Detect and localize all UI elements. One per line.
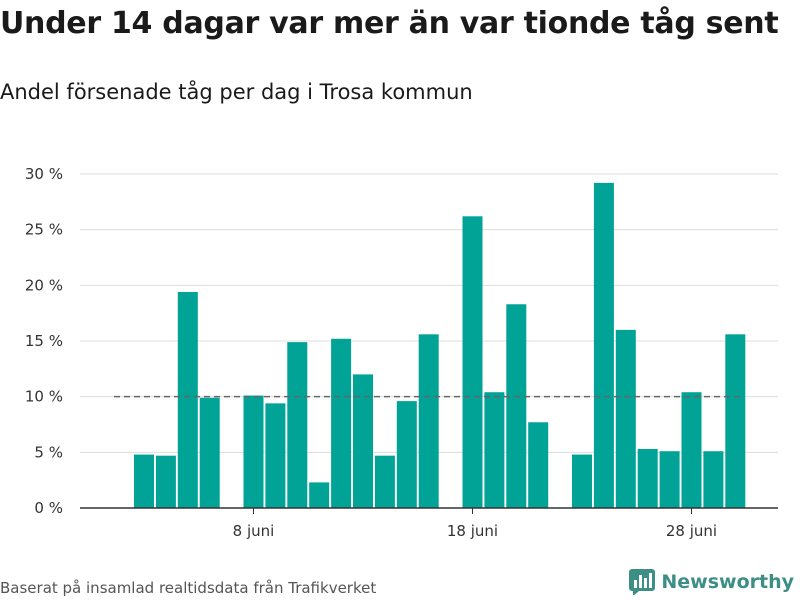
source-note: Baserat på insamlad realtidsdata från Tr… bbox=[0, 579, 377, 597]
x-tick-label: 18 juni bbox=[447, 522, 498, 540]
y-tick-label: 0 % bbox=[34, 499, 63, 517]
bar bbox=[287, 342, 308, 508]
bar bbox=[593, 182, 614, 508]
bar bbox=[659, 451, 680, 508]
y-axis-ticks: 0 % 5 % 10 % 15 % 20 % 25 % 30 % bbox=[25, 165, 63, 517]
bar bbox=[462, 216, 483, 508]
bar bbox=[155, 455, 176, 508]
bar bbox=[331, 338, 352, 508]
bar bbox=[572, 454, 592, 508]
bar bbox=[353, 374, 373, 508]
bar bbox=[177, 292, 198, 508]
x-tick-label: 8 juni bbox=[233, 522, 275, 540]
bar bbox=[703, 451, 724, 508]
bar bbox=[637, 448, 658, 508]
y-tick-label: 5 % bbox=[34, 443, 63, 461]
bar bbox=[725, 334, 746, 508]
bar bbox=[418, 334, 439, 508]
bar bbox=[134, 454, 154, 508]
bar bbox=[265, 403, 286, 508]
x-axis-ticks: 8 juni 18 juni 28 juni bbox=[233, 508, 717, 540]
bar bbox=[681, 392, 702, 508]
bar bbox=[309, 482, 330, 508]
chart-title: Under 14 dagar var mer än var tionde tåg… bbox=[0, 6, 779, 41]
bar-chart-logo-icon bbox=[629, 569, 656, 595]
bar bbox=[396, 401, 417, 508]
bar bbox=[506, 304, 527, 508]
bar bbox=[528, 422, 549, 508]
brand-logo: Newsworthy bbox=[629, 569, 794, 595]
bar-chart: 0 % 5 % 10 % 15 % 20 % 25 % 30 % 8 juni 18 juni… bbox=[25, 165, 778, 540]
y-tick-label: 20 % bbox=[25, 276, 63, 294]
bar bbox=[374, 455, 395, 508]
brand-name: Newsworthy bbox=[661, 571, 794, 593]
bar bbox=[484, 392, 505, 508]
y-tick-label: 15 % bbox=[25, 332, 63, 350]
bar bbox=[199, 397, 220, 508]
bars bbox=[134, 182, 746, 508]
y-tick-label: 10 % bbox=[25, 388, 63, 406]
y-tick-label: 30 % bbox=[25, 165, 63, 183]
chart-subtitle: Andel försenade tåg per dag i Trosa komm… bbox=[0, 80, 473, 104]
bar bbox=[243, 395, 264, 508]
bar bbox=[615, 329, 636, 508]
x-tick-label: 28 juni bbox=[666, 522, 717, 540]
y-tick-label: 25 % bbox=[25, 221, 63, 239]
